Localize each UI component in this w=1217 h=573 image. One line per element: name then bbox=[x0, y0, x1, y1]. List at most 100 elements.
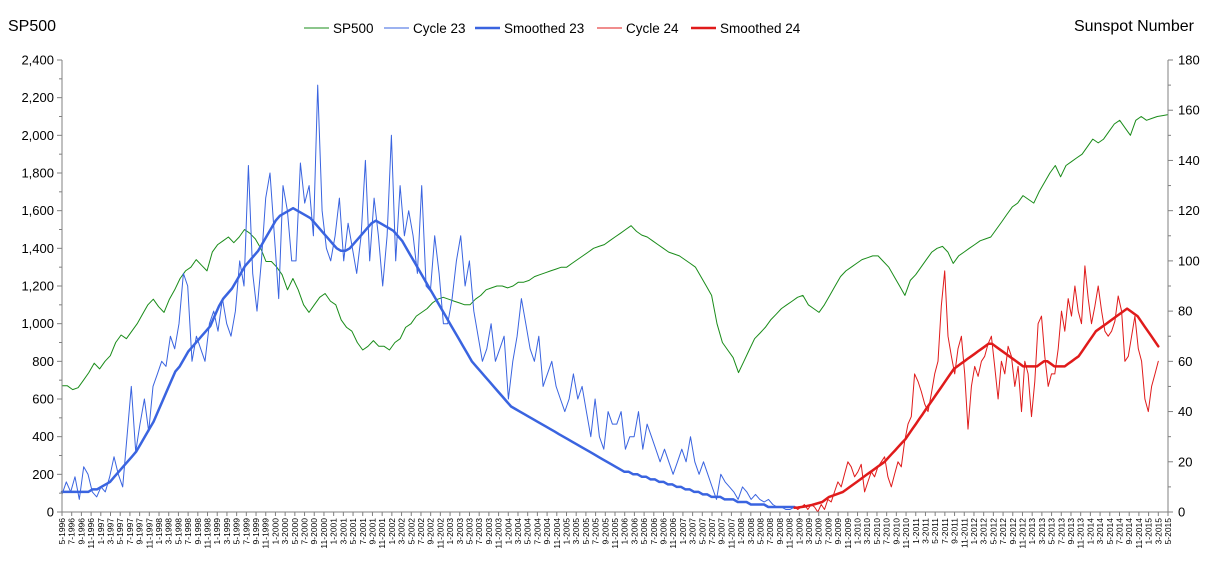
x-tick-label: 3-2001 bbox=[338, 518, 348, 545]
x-tick-label: 5-2002 bbox=[406, 518, 416, 545]
x-tick-label: 11-1998 bbox=[203, 518, 213, 549]
right-tick-label: 0 bbox=[1178, 505, 1185, 520]
x-tick-label: 5-2009 bbox=[814, 518, 824, 545]
x-tick-label: 1-2004 bbox=[503, 518, 513, 545]
x-tick-label: 7-2002 bbox=[416, 518, 426, 545]
series-line-smoothed-23 bbox=[60, 206, 796, 509]
x-tick-label: 7-2012 bbox=[998, 518, 1008, 545]
x-tick-label: 1-2002 bbox=[387, 518, 397, 545]
x-tick-label: 5-2014 bbox=[1105, 518, 1115, 545]
x-tick-label: 3-2005 bbox=[571, 518, 581, 545]
x-tick-label: 1-2006 bbox=[620, 518, 630, 545]
x-tick-label: 3-2004 bbox=[513, 518, 523, 545]
legend-label: Cycle 23 bbox=[413, 21, 466, 36]
x-tick-label: 1-1999 bbox=[212, 518, 222, 545]
x-tick-label: 1-2005 bbox=[561, 518, 571, 545]
right-tick-label: 160 bbox=[1178, 103, 1200, 118]
x-tick-label: 1-2000 bbox=[270, 518, 280, 545]
x-tick-label: 3-2010 bbox=[862, 518, 872, 545]
x-tick-label: 9-2011 bbox=[950, 518, 960, 544]
x-tick-label: 9-2002 bbox=[426, 518, 436, 545]
x-tick-label: 11-2008 bbox=[785, 518, 795, 549]
left-tick-label: 400 bbox=[32, 429, 54, 444]
x-tick-label: 11-2010 bbox=[901, 518, 911, 549]
x-tick-label: 5-2015 bbox=[1163, 518, 1173, 545]
right-tick-label: 180 bbox=[1178, 53, 1200, 68]
x-tick-label: 7-1998 bbox=[183, 518, 193, 545]
left-tick-label: 1,600 bbox=[21, 203, 54, 218]
left-axis-title: SP500 bbox=[8, 18, 56, 35]
legend-label: SP500 bbox=[333, 21, 374, 36]
right-tick-label: 120 bbox=[1178, 203, 1200, 218]
left-tick-label: 2,000 bbox=[21, 128, 54, 143]
x-tick-label: 11-1996 bbox=[86, 518, 96, 549]
x-tick-label: 11-2001 bbox=[377, 518, 387, 549]
x-tick-label: 3-2011 bbox=[920, 518, 930, 544]
series-line-cycle-24 bbox=[794, 265, 1159, 513]
right-tick-label: 40 bbox=[1178, 404, 1192, 419]
right-tick-label: 140 bbox=[1178, 153, 1200, 168]
x-tick-label: 7-2003 bbox=[474, 518, 484, 545]
x-tick-label: 5-2001 bbox=[348, 518, 358, 545]
x-tick-label: 1-2013 bbox=[1027, 518, 1037, 545]
legend-label: Cycle 24 bbox=[626, 21, 679, 36]
x-tick-label: 9-2012 bbox=[1008, 518, 1018, 545]
x-tick-label: 11-2003 bbox=[494, 518, 504, 549]
x-tick-label: 1-2008 bbox=[736, 518, 746, 545]
x-tick-label: 9-2008 bbox=[775, 518, 785, 545]
left-tick-label: 1,200 bbox=[21, 279, 54, 294]
x-tick-label: 11-2006 bbox=[668, 518, 678, 549]
axes: 02004006008001,0001,2001,4001,6001,8002,… bbox=[21, 53, 1199, 549]
x-tick-label: 3-2003 bbox=[455, 518, 465, 545]
x-tick-label: 9-2013 bbox=[1066, 518, 1076, 545]
x-tick-label: 9-2004 bbox=[542, 518, 552, 545]
x-tick-label: 7-2006 bbox=[649, 518, 659, 545]
left-tick-label: 600 bbox=[32, 392, 54, 407]
x-tick-label: 5-2007 bbox=[697, 518, 707, 545]
x-tick-label: 7-2013 bbox=[1056, 518, 1066, 545]
x-tick-label: 9-2001 bbox=[367, 518, 377, 545]
x-tick-label: 7-2009 bbox=[823, 518, 833, 545]
x-tick-label: 3-2002 bbox=[397, 518, 407, 545]
x-tick-label: 7-1996 bbox=[67, 518, 77, 545]
left-tick-label: 0 bbox=[47, 505, 54, 520]
x-tick-label: 11-2005 bbox=[610, 518, 620, 549]
x-tick-label: 11-2000 bbox=[319, 518, 329, 549]
left-tick-label: 2,200 bbox=[21, 90, 54, 105]
x-tick-label: 5-1997 bbox=[115, 518, 125, 545]
x-tick-label: 1-1997 bbox=[96, 518, 106, 545]
x-tick-label: 5-2012 bbox=[988, 518, 998, 545]
x-tick-label: 1-1998 bbox=[154, 518, 164, 545]
x-tick-label: 11-2002 bbox=[435, 518, 445, 549]
x-tick-label: 7-1997 bbox=[125, 518, 135, 545]
x-tick-label: 5-2013 bbox=[1047, 518, 1057, 545]
x-tick-label: 3-2012 bbox=[979, 518, 989, 545]
x-tick-label: 3-2006 bbox=[629, 518, 639, 545]
x-tick-label: 5-2003 bbox=[464, 518, 474, 545]
x-tick-label: 3-2013 bbox=[1037, 518, 1047, 545]
x-tick-label: 1-2007 bbox=[678, 518, 688, 545]
x-tick-label: 11-1999 bbox=[261, 518, 271, 549]
x-tick-label: 7-2000 bbox=[300, 518, 310, 545]
x-tick-label: 1-2009 bbox=[794, 518, 804, 545]
right-axis-title: Sunspot Number bbox=[1074, 18, 1195, 35]
x-tick-label: 9-2007 bbox=[717, 518, 727, 545]
x-tick-label: 1-2001 bbox=[329, 518, 339, 545]
x-tick-label: 3-2015 bbox=[1153, 518, 1163, 545]
x-tick-label: 11-2014 bbox=[1134, 518, 1144, 549]
x-tick-label: 11-2013 bbox=[1076, 518, 1086, 549]
left-tick-label: 1,000 bbox=[21, 316, 54, 331]
x-tick-label: 5-2004 bbox=[523, 518, 533, 545]
x-tick-label: 5-2011 bbox=[930, 518, 940, 544]
x-tick-label: 1-2010 bbox=[853, 518, 863, 545]
x-tick-label: 5-2005 bbox=[581, 518, 591, 545]
x-tick-label: 3-1998 bbox=[164, 518, 174, 545]
left-tick-label: 200 bbox=[32, 467, 54, 482]
x-tick-label: 3-2000 bbox=[280, 518, 290, 545]
x-tick-label: 7-2010 bbox=[882, 518, 892, 545]
right-tick-label: 60 bbox=[1178, 354, 1192, 369]
left-tick-label: 800 bbox=[32, 354, 54, 369]
x-tick-label: 1-2014 bbox=[1085, 518, 1095, 545]
x-tick-label: 11-1997 bbox=[144, 518, 154, 549]
